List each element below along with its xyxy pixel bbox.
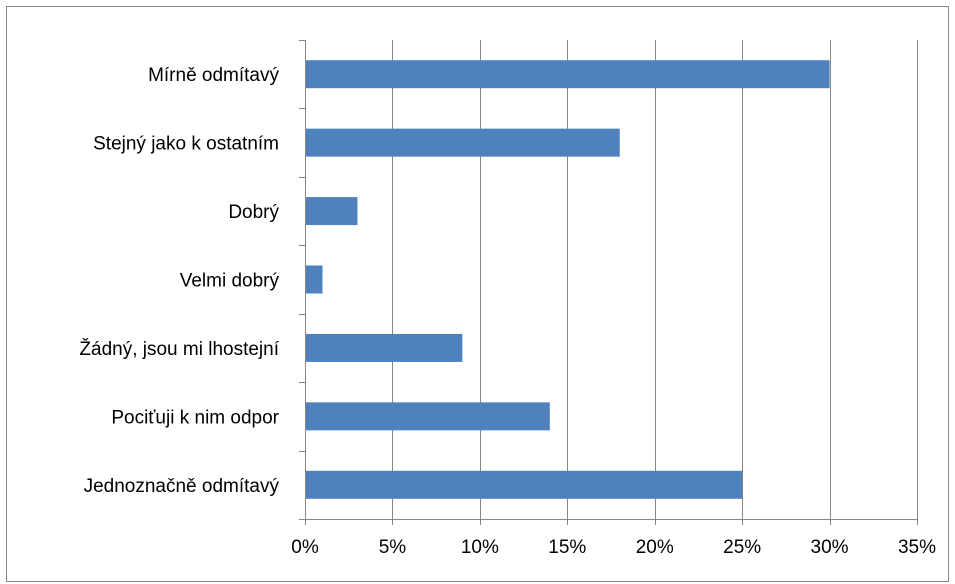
- x-tick-label: 5%: [379, 537, 407, 558]
- axes: [299, 40, 918, 525]
- x-tick-label: 30%: [811, 537, 849, 558]
- x-tick-label: 25%: [723, 537, 761, 558]
- bar: [306, 402, 550, 431]
- bar: [306, 128, 620, 157]
- x-tick-label: 10%: [461, 537, 499, 558]
- category-label: Stejný jako k ostatním: [93, 134, 279, 155]
- labels: 0% 5% 10% 15% 20% 25% 30% 35% Mírně odmítavý Stej…: [79, 65, 936, 558]
- gridlines: [392, 40, 918, 519]
- x-tick-label: 35%: [898, 537, 936, 558]
- category-label: Mírně odmítavý: [148, 65, 279, 86]
- bar: [306, 60, 830, 89]
- category-label: Velmi dobrý: [180, 271, 280, 292]
- bar: [306, 470, 743, 499]
- category-label: Dobrý: [228, 202, 279, 223]
- bars: [306, 60, 830, 499]
- x-tick-label: 0%: [291, 537, 319, 558]
- bar: [306, 265, 323, 294]
- x-tick-label: 15%: [548, 537, 586, 558]
- category-label: Jednoznačně odmítavý: [84, 476, 280, 497]
- x-tick-label: 20%: [636, 537, 674, 558]
- category-label: Pociťuji k nim odpor: [111, 407, 279, 428]
- bar: [306, 197, 358, 226]
- bar: [306, 333, 463, 362]
- category-label: Žádný, jsou mi lhostejní: [79, 338, 279, 360]
